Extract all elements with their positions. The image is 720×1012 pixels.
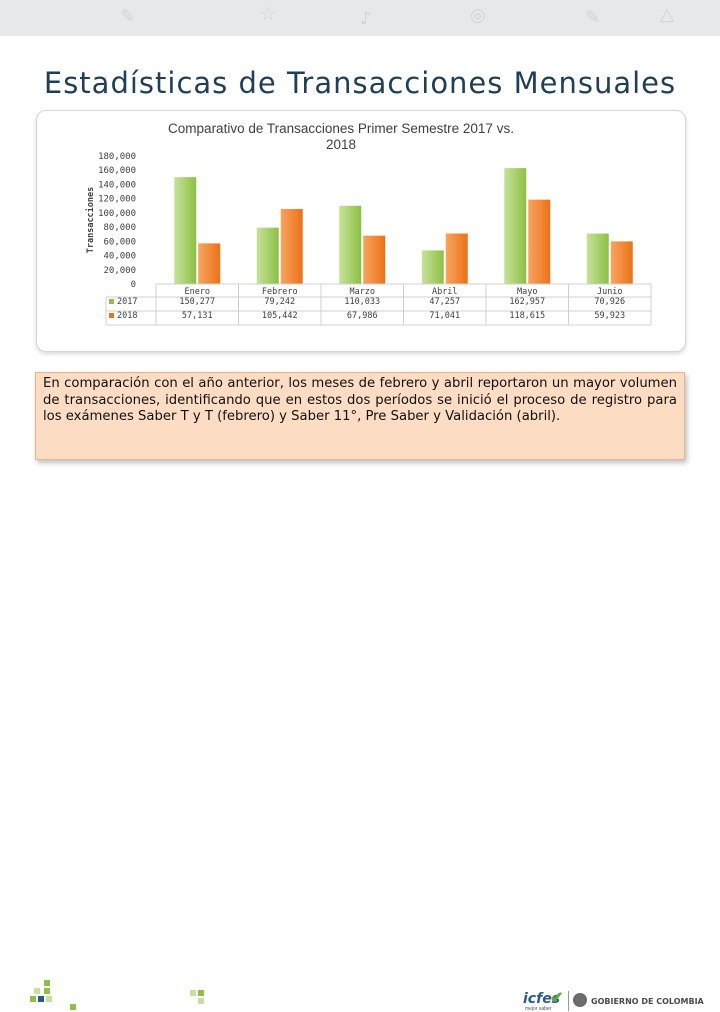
x-category-label: Mayo (517, 287, 537, 297)
footer: icfes ✔ mejor saber GOBIERNO DE COLOMBIA (0, 488, 720, 1012)
y-tick-label: 160,000 (98, 166, 136, 176)
bar-2017-enero (174, 177, 197, 284)
bar-2018-enero (198, 243, 221, 284)
y-tick-label: 40,000 (103, 252, 136, 262)
data-label-2018: 105,442 (262, 311, 298, 321)
chart-title-line: 2018 (326, 137, 356, 152)
y-axis-label: Transacciones (85, 187, 96, 254)
doodle-pencil-icon: ✎ (120, 6, 136, 27)
legend-label-2017: 2017 (117, 297, 137, 307)
data-label-2017: 150,277 (179, 297, 215, 307)
data-label-2017: 47,257 (429, 297, 460, 307)
bar-2017-mayo (504, 168, 527, 284)
gobierno-logo: GOBIERNO DE COLOMBIA (591, 997, 704, 1006)
logo-divider (568, 991, 569, 1011)
doodle-star-icon: ☆ (260, 4, 277, 25)
bar-2018-mayo (528, 199, 551, 284)
note-box: En comparación con el año anterior, los … (35, 372, 685, 460)
x-category-label: Enero (184, 287, 210, 297)
x-category-label: Febrero (262, 287, 298, 297)
y-tick-label: 0 (131, 280, 136, 290)
x-category-label: Abril (432, 287, 458, 297)
data-label-2018: 59,923 (594, 311, 625, 321)
bar-2018-marzo (363, 235, 386, 284)
bar-2018-abril (445, 233, 468, 284)
icfes-logo-sub: mejor saber (525, 1006, 552, 1012)
data-label-2018: 118,615 (509, 311, 545, 321)
bar-2017-junio (586, 233, 609, 284)
data-label-2018: 67,986 (347, 311, 378, 321)
colombia-seal-icon (573, 993, 587, 1007)
doodle-note-icon: ♪ (360, 8, 372, 29)
legend-label-2018: 2018 (117, 311, 137, 321)
data-label-2017: 162,957 (509, 297, 545, 307)
slide-title: Estadísticas de Transacciones Mensuales (43, 66, 677, 100)
bar-2017-marzo (339, 205, 362, 284)
data-label-2017: 70,926 (594, 297, 625, 307)
top-banner: ✎ ☆ ♪ ◎ ✎ △ (0, 0, 720, 36)
legend-swatch-2017 (109, 299, 114, 304)
y-tick-label: 20,000 (103, 266, 136, 276)
bar-2017-abril (421, 250, 444, 284)
chart: Comparativo de Transacciones Primer Seme… (85, 121, 652, 326)
check-icon: ✔ (550, 990, 564, 1007)
data-label-2017: 79,242 (264, 297, 295, 307)
x-category-label: Junio (597, 287, 623, 297)
bar-2017-febrero (256, 227, 279, 284)
y-tick-label: 100,000 (98, 209, 136, 219)
doodle-pencil-icon: ✎ (585, 7, 601, 28)
bar-2018-junio (610, 241, 633, 284)
bar-2018-febrero (280, 209, 303, 284)
y-tick-label: 140,000 (98, 180, 136, 190)
data-label-2017: 110,033 (344, 297, 380, 307)
data-label-2018: 57,131 (182, 311, 213, 321)
y-tick-label: 120,000 (98, 195, 136, 205)
y-tick-label: 180,000 (98, 152, 136, 162)
chart-title-line: Comparativo de Transacciones Primer Seme… (168, 121, 514, 136)
doodle-globe-icon: ◎ (470, 5, 486, 26)
y-tick-label: 60,000 (103, 237, 136, 247)
x-category-label: Marzo (349, 287, 375, 297)
legend-swatch-2018 (109, 313, 114, 318)
y-tick-label: 80,000 (103, 223, 136, 233)
doodle-triangle-icon: △ (660, 4, 674, 25)
data-label-2018: 71,041 (429, 311, 460, 321)
